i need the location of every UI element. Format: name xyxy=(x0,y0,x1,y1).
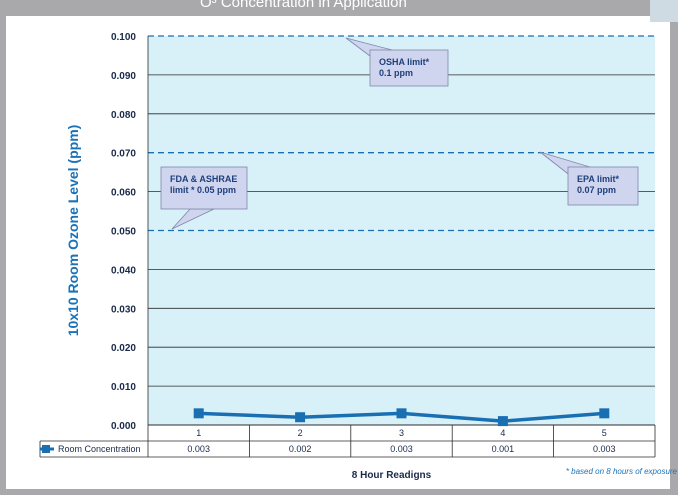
y-tick-label: 0.070 xyxy=(111,149,136,160)
callout-label: limit * 0.05 ppm xyxy=(170,185,236,195)
x-axis-title: 8 Hour Readigns xyxy=(352,470,432,481)
x-tick-label: 5 xyxy=(602,428,607,438)
callout-box xyxy=(369,49,449,87)
data-point xyxy=(497,416,508,427)
data-point xyxy=(599,408,610,419)
y-tick-label: 0.050 xyxy=(111,227,136,238)
y-tick-label: 0.030 xyxy=(111,304,136,315)
y-tick-label: 0.010 xyxy=(111,382,136,393)
data-point xyxy=(295,412,306,423)
title-band xyxy=(0,0,678,16)
y-tick-label: 0.100 xyxy=(111,32,136,43)
table-value: 0.001 xyxy=(492,444,515,454)
callout-label: 0.07 ppm xyxy=(577,185,616,195)
y-tick-label: 0.060 xyxy=(111,188,136,199)
callout-label: FDA & ASHRAE xyxy=(170,174,237,184)
table-value: 0.003 xyxy=(187,444,210,454)
y-tick-label: 0.020 xyxy=(111,343,136,354)
y-axis-title: 10x10 Room Ozone Level (ppm) xyxy=(65,125,81,337)
y-tick-label: 0.000 xyxy=(111,421,136,432)
chart-title: O³ Concentration in Application xyxy=(200,0,407,11)
y-tick-label: 0.040 xyxy=(111,265,136,276)
callout-label: OSHA limit* xyxy=(379,57,430,67)
data-point xyxy=(396,408,407,419)
table-value: 0.003 xyxy=(390,444,413,454)
table-value: 0.003 xyxy=(593,444,616,454)
data-point xyxy=(193,408,204,419)
y-tick-label: 0.090 xyxy=(111,71,136,82)
callout-label: 0.1 ppm xyxy=(379,68,413,78)
y-tick-label: 0.080 xyxy=(111,110,136,121)
legend-marker xyxy=(42,445,50,453)
x-tick-label: 3 xyxy=(399,428,404,438)
callout-box xyxy=(567,166,639,206)
x-tick-label: 4 xyxy=(500,428,505,438)
x-tick-label: 1 xyxy=(196,428,201,438)
x-tick-label: 2 xyxy=(298,428,303,438)
legend-label: Room Concentration xyxy=(58,444,141,454)
callout-box xyxy=(160,166,248,210)
corner-box xyxy=(650,0,678,22)
callout-label: EPA limit* xyxy=(577,174,620,184)
table-value: 0.002 xyxy=(289,444,312,454)
footnote: * based on 8 hours of exposure xyxy=(566,467,678,476)
